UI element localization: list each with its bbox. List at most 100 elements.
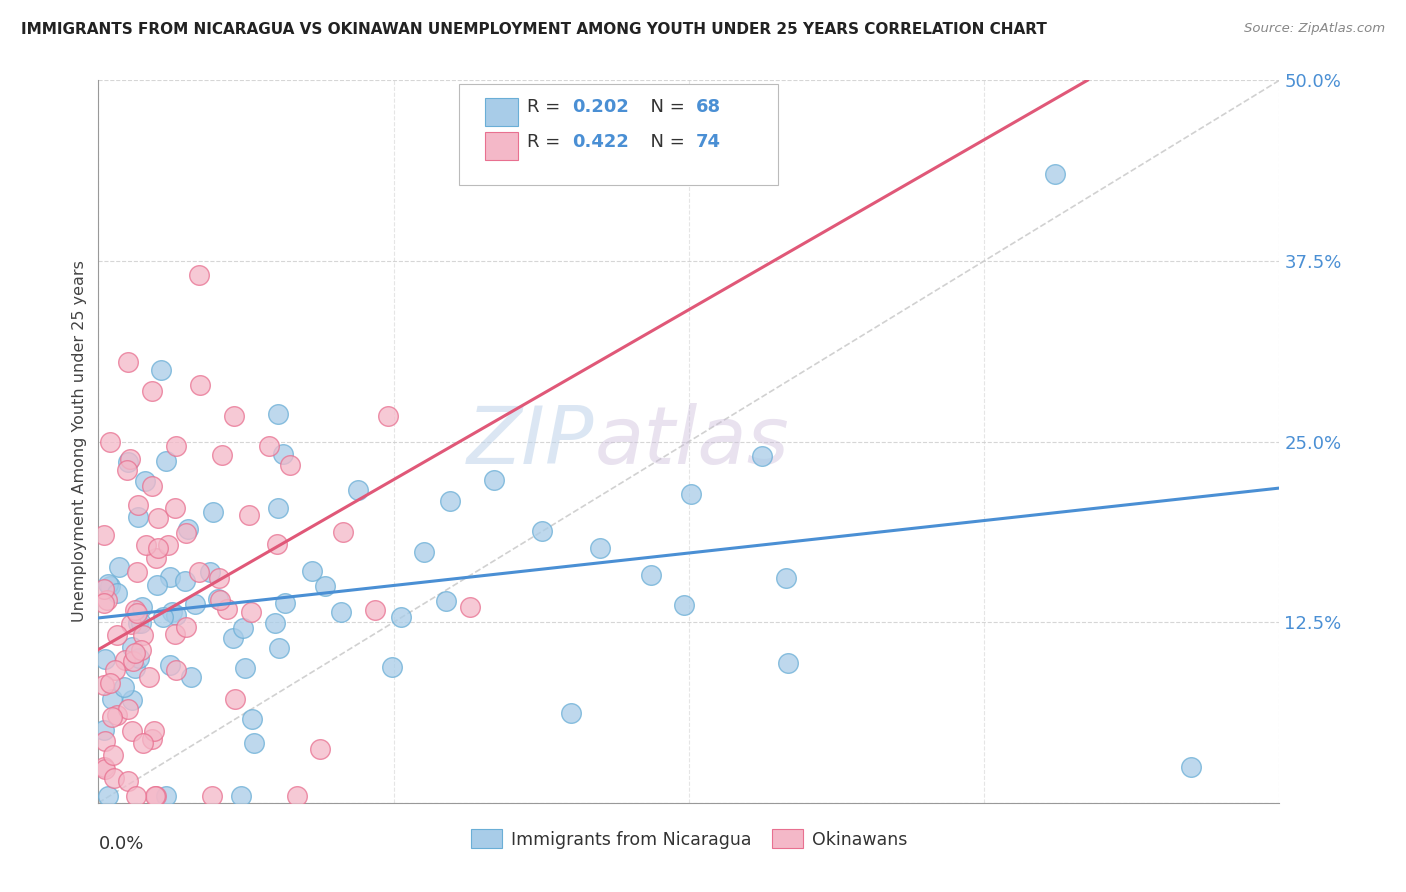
Point: [145, 789, 167, 803]
Point: [165, 439, 187, 453]
Point: [242, 712, 264, 726]
Point: [117, 773, 139, 788]
Point: [93, 678, 115, 692]
Point: [484, 473, 506, 487]
Point: [737, 123, 759, 137]
Point: [145, 551, 167, 566]
Point: [159, 658, 181, 673]
Point: [672, 599, 695, 613]
Text: 0.0%: 0.0%: [98, 835, 143, 854]
Point: [180, 670, 202, 684]
Point: [238, 508, 260, 523]
Point: [271, 447, 294, 461]
Point: [141, 479, 163, 493]
Point: [314, 579, 336, 593]
Text: 74: 74: [696, 133, 721, 151]
Point: [122, 654, 145, 668]
Point: [434, 594, 457, 608]
Point: [201, 789, 224, 803]
Point: [269, 640, 291, 655]
Point: [127, 616, 149, 631]
Point: [267, 407, 290, 421]
Point: [107, 628, 129, 642]
Point: [105, 586, 128, 600]
Point: [104, 663, 127, 677]
Point: [98, 675, 121, 690]
Point: [287, 789, 309, 803]
Point: [96, 789, 118, 803]
Point: [640, 568, 662, 582]
Point: [117, 463, 139, 477]
Text: R =: R =: [527, 98, 567, 116]
Text: R =: R =: [527, 133, 567, 151]
Point: [146, 541, 169, 555]
Point: [117, 455, 139, 469]
Point: [224, 692, 246, 706]
Point: [201, 505, 224, 519]
Point: [346, 483, 368, 497]
Point: [103, 771, 125, 785]
Point: [198, 566, 221, 580]
Point: [229, 789, 252, 803]
FancyBboxPatch shape: [458, 84, 778, 185]
Point: [266, 536, 288, 550]
Point: [131, 643, 153, 657]
Point: [233, 661, 256, 675]
Point: [141, 732, 163, 747]
Point: [165, 501, 187, 516]
Point: [98, 434, 121, 449]
Point: [132, 628, 155, 642]
Point: [94, 762, 117, 776]
Point: [117, 355, 139, 369]
Point: [127, 565, 149, 579]
Point: [100, 692, 122, 706]
Point: [97, 577, 120, 591]
Point: [143, 789, 166, 803]
Point: [101, 710, 124, 724]
Point: [679, 487, 702, 501]
Point: [160, 605, 183, 619]
Point: [412, 545, 434, 559]
Point: [124, 661, 146, 675]
Point: [105, 707, 128, 722]
Point: [141, 384, 163, 398]
Point: [232, 621, 254, 635]
Text: IMMIGRANTS FROM NICARAGUA VS OKINAWAN UNEMPLOYMENT AMONG YOUTH UNDER 25 YEARS CO: IMMIGRANTS FROM NICARAGUA VS OKINAWAN UN…: [21, 22, 1047, 37]
Point: [211, 448, 233, 462]
Text: N =: N =: [640, 98, 690, 116]
Point: [138, 670, 160, 684]
Text: ZIP: ZIP: [467, 402, 595, 481]
Point: [165, 607, 187, 622]
Point: [124, 602, 146, 616]
Point: [257, 439, 280, 453]
Legend: Immigrants from Nicaragua, Okinawans: Immigrants from Nicaragua, Okinawans: [464, 822, 914, 855]
Point: [135, 538, 157, 552]
Point: [332, 524, 354, 539]
Point: [143, 724, 166, 739]
Point: [134, 474, 156, 488]
FancyBboxPatch shape: [485, 132, 517, 160]
Point: [377, 409, 399, 423]
Point: [364, 603, 387, 617]
Point: [222, 409, 245, 423]
FancyBboxPatch shape: [485, 98, 517, 126]
Text: N =: N =: [640, 133, 690, 151]
Point: [125, 789, 148, 803]
Point: [128, 650, 150, 665]
Point: [127, 509, 149, 524]
Point: [174, 574, 197, 588]
Text: 0.202: 0.202: [572, 98, 628, 116]
Point: [165, 663, 187, 677]
Point: [121, 640, 143, 655]
Point: [222, 631, 245, 645]
Point: [93, 723, 115, 737]
Point: [273, 596, 295, 610]
Point: [156, 538, 179, 552]
Point: [329, 605, 352, 619]
Point: [381, 660, 404, 674]
Point: [146, 577, 169, 591]
Point: [146, 511, 169, 525]
Point: [530, 524, 553, 539]
Point: [159, 570, 181, 584]
Point: [240, 605, 263, 619]
